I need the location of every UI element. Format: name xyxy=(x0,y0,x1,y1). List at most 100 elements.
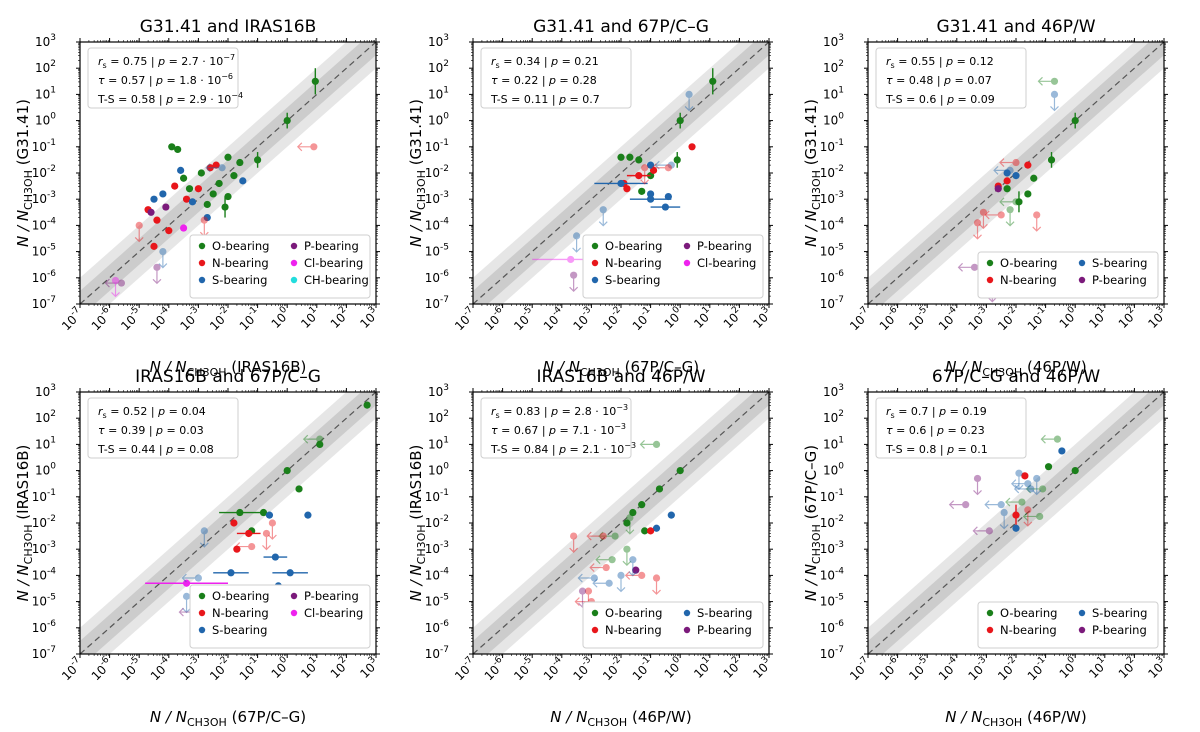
arrow-head xyxy=(199,542,209,548)
point-marker xyxy=(1024,161,1032,169)
data-point xyxy=(589,563,610,572)
data-point xyxy=(632,566,640,574)
stats-line: T-S = 0.84 | p = 2.1 · 10−3 xyxy=(490,441,636,456)
data-point xyxy=(158,248,168,269)
data-point xyxy=(236,529,261,538)
data-point xyxy=(948,500,970,510)
data-points xyxy=(957,76,1079,303)
stats-line: rs = 0.83 | p = 2.8 · 10−3 xyxy=(491,403,628,420)
data-point xyxy=(1032,474,1042,496)
x-tick-label: 10-6 xyxy=(875,305,904,334)
data-point xyxy=(185,185,194,193)
data-point xyxy=(221,196,229,218)
point-marker xyxy=(165,227,173,235)
point-marker xyxy=(605,579,613,587)
point-marker xyxy=(641,527,649,535)
inner-band xyxy=(473,42,769,304)
data-point xyxy=(304,511,312,519)
y-axis-label: N / NCH3OH (IRAS16B) xyxy=(407,445,428,602)
legend-entry: S-bearing xyxy=(697,606,752,620)
y-tick-label: 10-5 xyxy=(425,243,449,259)
point-marker xyxy=(1018,498,1026,506)
y-tick-label: 10-6 xyxy=(820,269,845,285)
point-marker xyxy=(578,587,587,595)
point-marker xyxy=(203,213,211,222)
legend-entry: CH-bearing xyxy=(304,273,369,287)
x-tick-label: 10-3 xyxy=(569,655,597,683)
x-tick-label: 10-6 xyxy=(480,305,509,334)
point-marker xyxy=(1003,169,1011,177)
legend-entry: S-bearing xyxy=(212,623,267,637)
point-marker xyxy=(1044,463,1053,471)
data-point xyxy=(999,197,1020,207)
point-marker xyxy=(221,203,229,211)
data-point xyxy=(1003,169,1011,177)
data-points xyxy=(104,68,319,298)
stats-line: rs = 0.34 | p = 0.21 xyxy=(491,55,599,70)
data-point xyxy=(626,172,651,180)
y-tick-label: 102 xyxy=(428,59,449,75)
legend-marker xyxy=(198,259,206,267)
data-point xyxy=(206,164,214,172)
x-tick-label: 103 xyxy=(356,305,382,331)
data-point xyxy=(205,163,226,173)
legend-marker xyxy=(591,259,599,267)
y-tick-label: 101 xyxy=(428,85,449,101)
chart-panel-4: 10-710-710-610-610-510-510-410-410-310-3… xyxy=(14,367,380,729)
data-point xyxy=(159,190,167,198)
y-tick-label: 10-3 xyxy=(425,540,449,556)
y-tick-label: 10-2 xyxy=(820,514,844,530)
x-tick-label: 101 xyxy=(690,655,716,681)
stats-box xyxy=(480,47,632,109)
data-point xyxy=(236,158,244,167)
data-point xyxy=(1003,177,1011,185)
x-axis-label: N / NCH3OH (46P/W) xyxy=(550,708,691,729)
data-point xyxy=(1012,172,1020,180)
arrow-head xyxy=(639,439,645,449)
y-tick-label: 10-1 xyxy=(820,488,844,504)
arrow-head xyxy=(999,158,1005,167)
point-marker xyxy=(970,263,979,271)
stats-line: rs = 0.75 | p = 2.7 · 10−7 xyxy=(98,53,235,70)
y-tick-label: 101 xyxy=(823,435,844,451)
point-marker xyxy=(599,206,607,214)
agreement-bands xyxy=(473,392,769,654)
point-marker xyxy=(150,242,158,250)
legend-box xyxy=(977,601,1159,649)
point-marker xyxy=(685,90,693,98)
data-point xyxy=(254,152,262,168)
panel-title: G31.41 and IRAS16B xyxy=(140,17,316,37)
point-marker xyxy=(676,467,684,475)
data-point xyxy=(1005,206,1015,227)
legend-marker xyxy=(683,259,691,267)
point-marker xyxy=(1021,472,1029,480)
y-tick-label: 10-5 xyxy=(820,593,844,609)
stats-line: rs = 0.7 | p = 0.19 xyxy=(886,405,987,420)
point-marker xyxy=(567,255,575,264)
y-axis-label: N / NCH3OH (G31.41) xyxy=(802,99,823,247)
arrow-head xyxy=(1023,521,1033,527)
y-tick-label: 10-4 xyxy=(820,566,845,582)
x-tick-label: 10-2 xyxy=(206,655,234,683)
agreement-bands xyxy=(80,392,376,654)
y-tick-label: 10-3 xyxy=(425,190,449,206)
y-tick-label: 10-1 xyxy=(820,138,844,154)
arrow-head xyxy=(1010,479,1017,489)
x-tick-label: 10-3 xyxy=(176,305,204,333)
point-marker xyxy=(1024,190,1032,198)
point-marker xyxy=(599,532,607,540)
x-tick-label: 100 xyxy=(267,305,293,331)
x-tick-label: 10-5 xyxy=(510,655,538,683)
legend-box xyxy=(977,251,1159,299)
inner-band xyxy=(80,392,376,654)
y-tick-label: 10-6 xyxy=(425,269,450,285)
y-tick-label: 10-6 xyxy=(32,269,57,285)
point-marker xyxy=(1003,177,1011,185)
point-marker xyxy=(182,579,191,587)
x-tick-label: 102 xyxy=(326,305,352,331)
data-point xyxy=(1012,504,1020,526)
agreement-bands xyxy=(473,42,769,304)
point-marker xyxy=(611,532,619,540)
point-marker xyxy=(230,519,238,527)
arrow-head xyxy=(984,210,990,220)
